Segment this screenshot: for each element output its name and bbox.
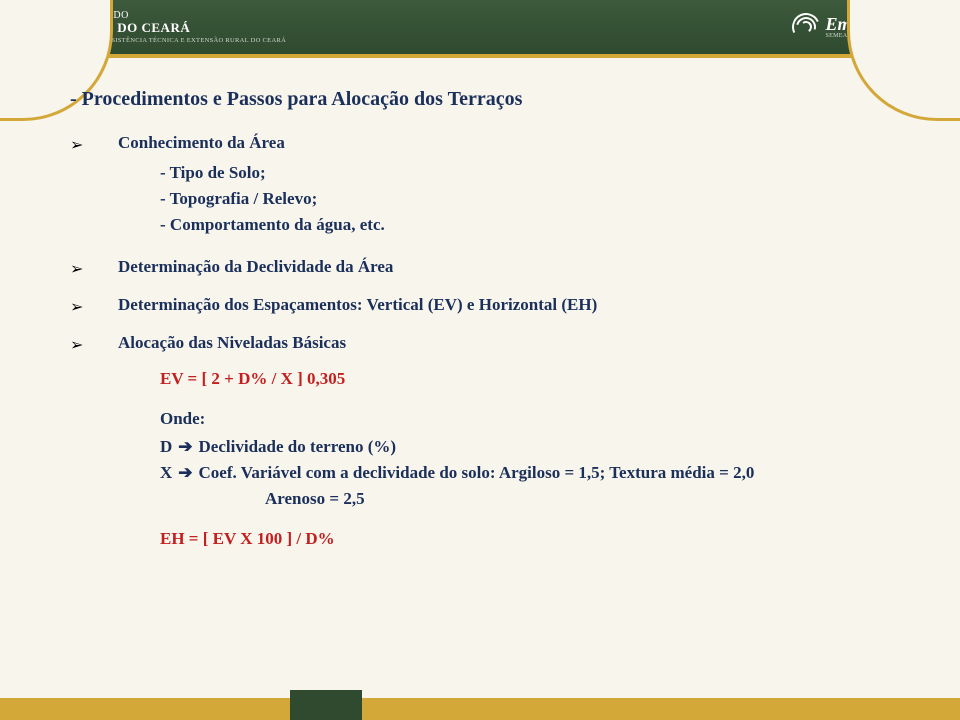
arrow-bullet-icon: ➢ [70, 295, 118, 317]
bullet-2-text: Determinação da Declividade da Área [118, 257, 393, 277]
onde-label: Onde: [160, 409, 890, 429]
bullet-3: ➢ Determinação dos Espaçamentos: Vertica… [70, 295, 890, 317]
sub-item: - Tipo de Solo; [160, 163, 890, 183]
slide-content: - Procedimentos e Passos para Alocação d… [0, 58, 960, 589]
footer-accent [290, 690, 362, 720]
right-arrow-icon: ➔ [178, 463, 192, 483]
formula-eh: EH = [ EV X 100 ] / D% [160, 529, 890, 549]
bullet-1: ➢ Conhecimento da Área [70, 133, 890, 155]
def-x-cont: Arenoso = 2,5 [265, 489, 890, 509]
bullet-4-text: Alocação das Niveladas Básicas [118, 333, 346, 353]
bullet-1-sublist: - Tipo de Solo; - Topografia / Relevo; -… [160, 163, 890, 235]
arrow-bullet-icon: ➢ [70, 333, 118, 355]
bullet-3-text: Determinação dos Espaçamentos: Vertical … [118, 295, 597, 315]
arrow-bullet-icon: ➢ [70, 133, 118, 155]
right-arrow-icon: ➔ [178, 437, 192, 457]
formula-ev: EV = [ 2 + D% / X ] 0,305 [160, 369, 890, 389]
footer-bar [0, 698, 960, 720]
def-x-var: X [160, 463, 172, 483]
sub-item: - Comportamento da água, etc. [160, 215, 890, 235]
brand-swirl-icon [792, 13, 820, 41]
def-d: D ➔ Declividade do terreno (%) [160, 437, 890, 457]
formula-block: EV = [ 2 + D% / X ] 0,305 Onde: D ➔ Decl… [160, 369, 890, 549]
page-title: - Procedimentos e Passos para Alocação d… [70, 88, 890, 111]
bullet-4: ➢ Alocação das Niveladas Básicas [70, 333, 890, 355]
def-d-desc: Declividade do terreno (%) [199, 437, 397, 457]
header-bar: GOVERNO DO ESTADO DO CEARÁ EMPRESA DE AS… [0, 0, 960, 54]
def-d-var: D [160, 437, 172, 457]
def-x: X ➔ Coef. Variável com a declividade do … [160, 463, 890, 483]
sub-item: - Topografia / Relevo; [160, 189, 890, 209]
bullet-2: ➢ Determinação da Declividade da Área [70, 257, 890, 279]
def-x-desc: Coef. Variável com a declividade do solo… [199, 463, 755, 483]
bullet-1-text: Conhecimento da Área [118, 133, 285, 153]
arrow-bullet-icon: ➢ [70, 257, 118, 279]
